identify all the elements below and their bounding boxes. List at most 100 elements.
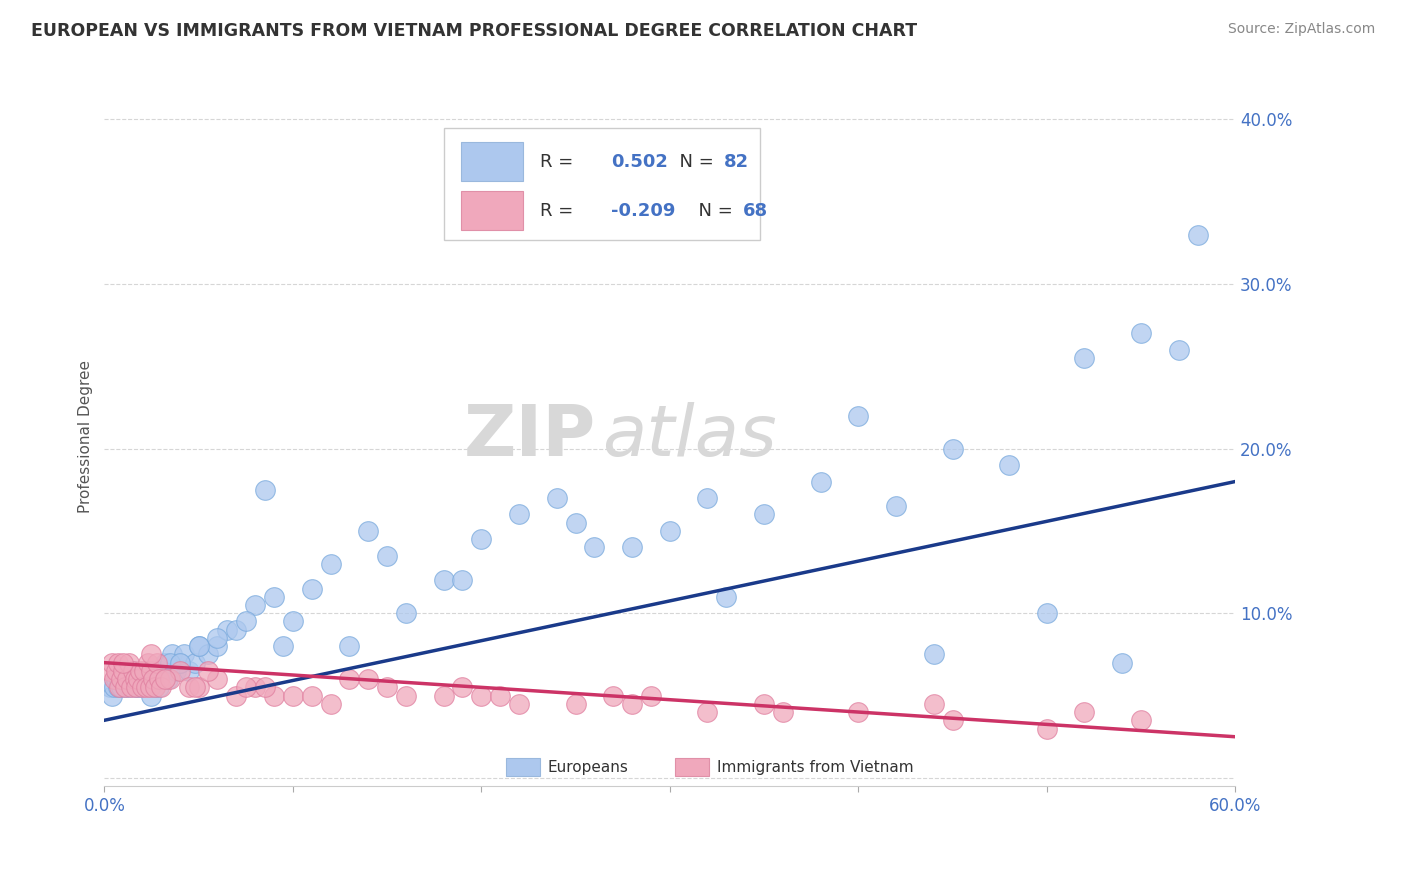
Point	[187, 639, 209, 653]
Point	[508, 697, 530, 711]
Point	[101, 656, 124, 670]
Point	[142, 672, 165, 686]
Point	[225, 689, 247, 703]
Point	[433, 689, 456, 703]
Point	[583, 541, 606, 555]
Point	[922, 697, 945, 711]
Point	[998, 458, 1021, 472]
Point	[127, 672, 149, 686]
Point	[160, 648, 183, 662]
Point	[110, 672, 132, 686]
Point	[207, 672, 229, 686]
Point	[941, 442, 963, 456]
Point	[602, 689, 624, 703]
Point	[470, 532, 492, 546]
Point	[1035, 607, 1057, 621]
Point	[141, 664, 163, 678]
Point	[941, 713, 963, 727]
FancyBboxPatch shape	[506, 758, 540, 776]
Point	[146, 672, 169, 686]
Point	[752, 697, 775, 711]
Text: Source: ZipAtlas.com: Source: ZipAtlas.com	[1227, 22, 1375, 37]
Point	[243, 681, 266, 695]
Point	[120, 672, 142, 686]
Point	[165, 664, 187, 678]
Point	[153, 656, 176, 670]
Text: R =: R =	[540, 153, 579, 171]
Point	[149, 664, 172, 678]
Point	[169, 656, 191, 670]
Point	[1187, 227, 1209, 242]
Point	[207, 639, 229, 653]
Point	[235, 615, 257, 629]
Point	[135, 664, 157, 678]
Point	[101, 689, 124, 703]
Point	[141, 689, 163, 703]
Point	[112, 664, 135, 678]
Y-axis label: Professional Degree: Professional Degree	[79, 359, 93, 513]
Point	[197, 648, 219, 662]
Point	[451, 681, 474, 695]
Point	[1130, 713, 1153, 727]
Point	[319, 557, 342, 571]
Point	[157, 672, 180, 686]
Text: Immigrants from Vietnam: Immigrants from Vietnam	[717, 760, 914, 775]
Point	[696, 705, 718, 719]
Point	[110, 681, 132, 695]
Point	[339, 639, 361, 653]
Point	[143, 681, 166, 695]
Point	[1073, 705, 1095, 719]
Point	[146, 656, 169, 670]
Point	[179, 664, 201, 678]
Point	[112, 672, 135, 686]
Point	[115, 672, 138, 686]
Point	[433, 574, 456, 588]
Point	[103, 672, 125, 686]
Point	[564, 516, 586, 530]
Point	[132, 672, 155, 686]
Point	[159, 672, 181, 686]
Point	[696, 491, 718, 505]
Text: N =: N =	[668, 153, 718, 171]
Point	[104, 672, 127, 686]
Point	[169, 664, 191, 678]
Point	[772, 705, 794, 719]
Point	[301, 582, 323, 596]
Point	[148, 681, 170, 695]
Point	[184, 656, 207, 670]
Point	[136, 656, 159, 670]
Point	[225, 623, 247, 637]
Point	[375, 681, 398, 695]
Point	[846, 409, 869, 423]
Point	[98, 681, 121, 695]
Point	[489, 689, 512, 703]
FancyBboxPatch shape	[461, 191, 523, 230]
Text: atlas: atlas	[602, 401, 776, 471]
Point	[131, 681, 153, 695]
Point	[118, 681, 141, 695]
Text: -0.209: -0.209	[612, 202, 675, 220]
Point	[301, 689, 323, 703]
Point	[357, 524, 380, 538]
Point	[127, 681, 149, 695]
Point	[884, 500, 907, 514]
Point	[108, 672, 131, 686]
FancyBboxPatch shape	[444, 128, 761, 240]
Point	[546, 491, 568, 505]
Point	[114, 681, 136, 695]
Point	[263, 689, 285, 703]
FancyBboxPatch shape	[675, 758, 710, 776]
Point	[135, 681, 157, 695]
Point	[129, 672, 152, 686]
Point	[138, 681, 160, 695]
Point	[640, 689, 662, 703]
Point	[142, 672, 165, 686]
Point	[207, 631, 229, 645]
Point	[253, 483, 276, 497]
Point	[1167, 343, 1189, 357]
Point	[141, 648, 163, 662]
Point	[114, 681, 136, 695]
Point	[263, 590, 285, 604]
Point	[121, 664, 143, 678]
Point	[564, 697, 586, 711]
